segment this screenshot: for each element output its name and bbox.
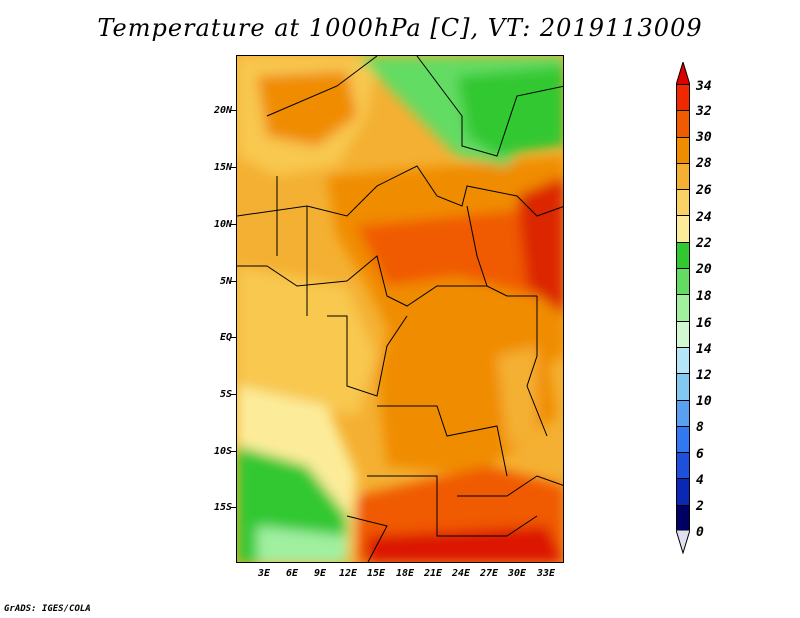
lat-label-10n: 10N: [213, 219, 232, 230]
colorbar-segment: [676, 399, 690, 426]
colorbar-segment: [676, 189, 690, 216]
colorbar-segment: [676, 215, 690, 242]
colorbar-segment: [676, 504, 690, 531]
lon-label-33e: 33E: [536, 568, 556, 579]
colorbar-label: 2: [696, 499, 704, 514]
colorbar-segment: [676, 162, 690, 190]
colorbar-label: 10: [696, 394, 712, 409]
colorbar-segment: [676, 268, 690, 295]
colorbar-segment: [676, 452, 690, 479]
lat-label-15s: 15S: [213, 502, 232, 513]
lon-label-30e: 30E: [507, 568, 527, 579]
colorbar-label: 26: [696, 183, 712, 198]
colorbar-label: 28: [696, 156, 712, 171]
colorbar-segment: [676, 241, 690, 269]
colorbar-label: 14: [696, 342, 712, 357]
colorbar-label: 32: [696, 104, 712, 119]
colorbar-segment: [676, 84, 690, 111]
lon-label-9e: 9E: [313, 568, 327, 579]
colorbar-label: 16: [696, 316, 712, 331]
footer-credit: GrADS: IGES/COLA: [4, 604, 91, 614]
lat-tick: [230, 451, 236, 452]
lat-tick: [230, 281, 236, 282]
colorbar-segment: [676, 294, 690, 321]
lon-label-12e: 12E: [338, 568, 358, 579]
colorbar-label: 18: [696, 289, 712, 304]
colorbar-segments: [676, 84, 690, 531]
lat-tick: [230, 224, 236, 225]
lon-label-24e: 24E: [451, 568, 471, 579]
colorbar-label: 22: [696, 236, 712, 251]
lat-tick: [230, 110, 236, 111]
lat-label-eq: EQ: [219, 332, 232, 343]
temperature-map: [236, 55, 564, 563]
lat-tick: [230, 394, 236, 395]
lon-label-27e: 27E: [479, 568, 499, 579]
lat-tick: [230, 507, 236, 508]
lat-label-10s: 10S: [213, 446, 232, 457]
colorbar-segment: [676, 373, 690, 400]
lat-label-5s: 5S: [219, 389, 232, 400]
colorbar-label: 0: [696, 525, 704, 540]
colorbar-label: 20: [696, 262, 712, 277]
colorbar-label: 24: [696, 210, 712, 225]
colorbar-label: 34: [696, 79, 712, 94]
colorbar-bottom-triangle: [676, 530, 690, 554]
lon-label-15e: 15E: [366, 568, 386, 579]
colorbar-label: 6: [696, 447, 704, 462]
lat-tick: [230, 167, 236, 168]
lon-label-18e: 18E: [395, 568, 415, 579]
temperature-field: [237, 56, 563, 562]
colorbar-segment: [676, 110, 690, 137]
colorbar-segment: [676, 346, 690, 374]
colorbar-segment: [676, 320, 690, 347]
lon-label-6e: 6E: [285, 568, 299, 579]
lat-tick: [230, 337, 236, 338]
colorbar-label: 30: [696, 130, 712, 145]
colorbar-label: 4: [696, 473, 704, 488]
lat-label-20n: 20N: [213, 105, 232, 116]
colorbar-label: 12: [696, 368, 712, 383]
colorbar-segment: [676, 136, 690, 163]
lat-label-5n: 5N: [219, 276, 232, 287]
colorbar-segment: [676, 478, 690, 505]
colorbar-segment: [676, 425, 690, 453]
lon-label-21e: 21E: [423, 568, 443, 579]
lat-label-15n: 15N: [213, 162, 232, 173]
plot-title: Temperature at 1000hPa [C], VT: 20191130…: [97, 14, 703, 42]
colorbar-label: 8: [696, 420, 704, 435]
lon-label-3e: 3E: [257, 568, 271, 579]
colorbar-top-triangle: [676, 62, 690, 86]
